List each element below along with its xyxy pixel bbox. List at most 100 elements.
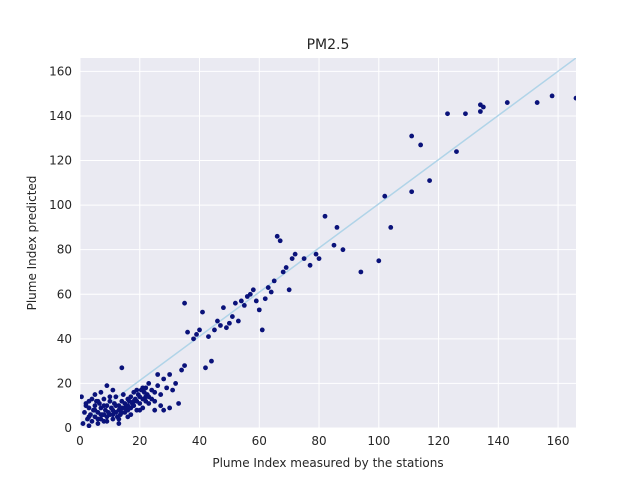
data-point	[131, 403, 137, 409]
data-point	[116, 421, 122, 426]
data-point	[152, 398, 158, 404]
data-point	[120, 392, 126, 397]
data-point	[89, 418, 95, 424]
fit-line	[80, 58, 576, 426]
y-tick-label: 20	[57, 376, 72, 390]
data-point	[128, 394, 134, 400]
data-point	[125, 403, 131, 409]
chart-title: PM2.5	[307, 37, 350, 53]
data-point	[107, 398, 113, 404]
data-point	[152, 407, 158, 413]
data-point	[477, 109, 483, 114]
x-tick-label: 20	[132, 434, 147, 448]
data-point	[89, 396, 95, 402]
data-point	[140, 385, 146, 391]
data-point	[110, 412, 116, 418]
data-point	[101, 412, 107, 418]
data-point	[191, 336, 196, 342]
data-point	[307, 262, 313, 268]
data-point	[238, 298, 244, 304]
x-tick-label: 0	[76, 434, 84, 448]
data-point	[203, 365, 208, 371]
data-point	[226, 320, 232, 326]
data-point	[221, 305, 226, 311]
y-tick-label: 140	[49, 109, 72, 123]
data-point	[92, 407, 98, 413]
y-tick-label: 0	[64, 421, 72, 435]
data-point	[137, 407, 143, 413]
data-point	[268, 289, 274, 295]
data-point	[209, 358, 214, 364]
data-point	[95, 416, 101, 422]
x-tick-label: 80	[311, 434, 326, 448]
data-points	[80, 93, 576, 428]
y-tick-label: 100	[49, 198, 72, 212]
data-point	[388, 224, 394, 230]
data-point	[218, 323, 223, 328]
data-point	[316, 256, 322, 262]
x-tick-label: 100	[367, 434, 390, 448]
data-point	[274, 233, 280, 239]
data-point	[194, 331, 199, 337]
data-point	[110, 387, 116, 393]
data-point	[125, 414, 131, 420]
data-point	[247, 291, 253, 297]
data-point	[271, 278, 277, 284]
data-point	[253, 298, 259, 304]
data-point	[549, 93, 555, 99]
data-point	[534, 100, 540, 105]
data-point	[152, 389, 158, 395]
data-point	[241, 303, 247, 308]
data-point	[262, 296, 268, 302]
data-point	[80, 394, 84, 400]
data-point	[95, 421, 101, 426]
data-point	[277, 238, 283, 244]
data-point	[259, 327, 265, 333]
data-point	[83, 403, 89, 409]
data-point	[155, 383, 161, 389]
x-tick-label: 120	[427, 434, 450, 448]
data-point	[480, 104, 486, 110]
data-point	[250, 287, 256, 293]
x-tick-label: 160	[547, 434, 570, 448]
data-point	[82, 409, 87, 415]
data-point	[161, 407, 167, 413]
data-point	[301, 256, 307, 262]
data-point	[155, 372, 161, 377]
data-point	[110, 416, 116, 422]
data-point	[161, 376, 167, 382]
data-point	[107, 394, 113, 400]
x-tick-label: 60	[252, 434, 267, 448]
data-point	[164, 385, 170, 391]
y-tick-labels: 0 20 40 60 80 100 120 140 160	[49, 64, 72, 435]
data-point	[116, 416, 122, 422]
data-point	[182, 300, 187, 306]
y-tick-label: 160	[49, 64, 72, 78]
data-point	[101, 396, 107, 402]
data-point	[229, 314, 235, 319]
data-point	[409, 133, 415, 139]
data-point	[167, 372, 173, 377]
data-point	[256, 307, 262, 313]
x-axis-label: Plume Index measured by the stations	[212, 456, 443, 470]
data-point	[86, 414, 92, 420]
y-tick-label: 60	[57, 287, 72, 301]
data-point	[182, 363, 187, 368]
data-point	[113, 403, 119, 409]
data-point	[92, 392, 98, 397]
data-point	[313, 251, 319, 257]
y-axis-label: Plume Index predicted	[25, 176, 39, 311]
data-point	[98, 389, 104, 395]
data-point	[86, 423, 92, 428]
data-point	[176, 401, 182, 406]
data-point	[104, 418, 110, 424]
data-point	[119, 409, 125, 415]
data-point	[376, 258, 382, 264]
x-tick-labels: 0 20 40 60 80 100 120 140 160	[76, 434, 569, 448]
data-point	[146, 401, 152, 406]
data-point	[158, 403, 164, 409]
data-point	[280, 269, 286, 275]
data-point	[418, 142, 424, 148]
data-point	[119, 365, 125, 371]
